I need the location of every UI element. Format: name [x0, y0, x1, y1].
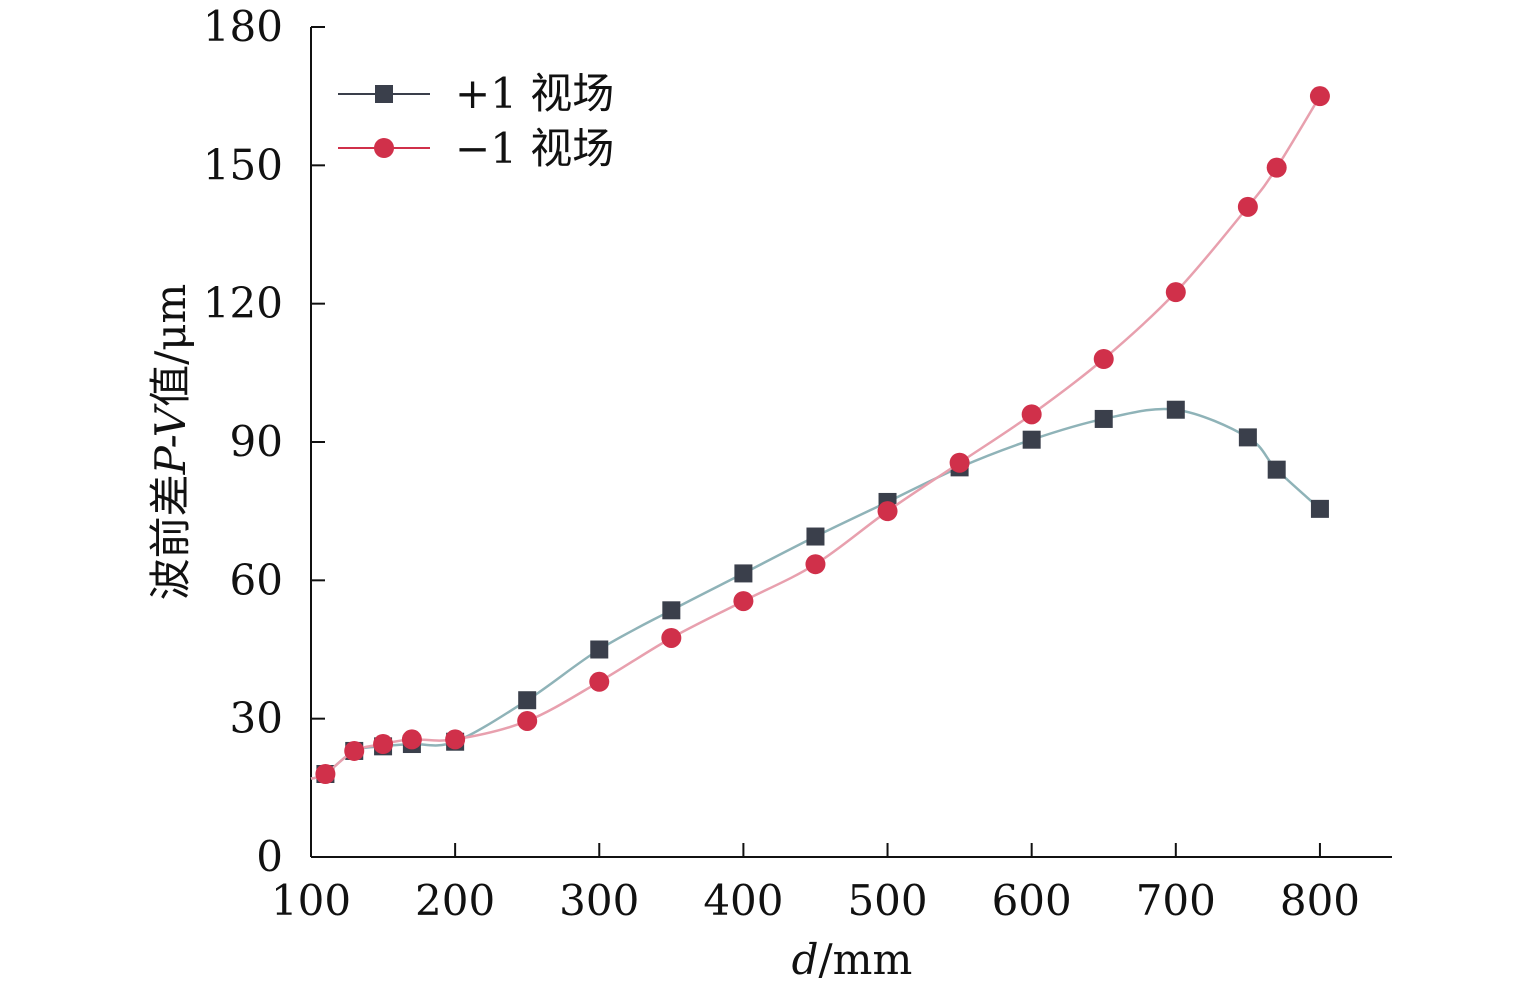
data-point-circle [589, 671, 610, 692]
y-tick-label: 60 [230, 555, 283, 604]
data-point-square [734, 564, 753, 583]
data-point-square [1166, 400, 1185, 419]
y-tick-label: 0 [256, 832, 283, 881]
y-tick-label: 180 [203, 2, 283, 51]
series-plus1 [310, 400, 1329, 783]
y-tick-label: 30 [230, 694, 283, 743]
data-point-circle [517, 710, 538, 731]
data-point-circle [1165, 282, 1186, 303]
legend: +1 视场 −1 视场 [338, 69, 614, 173]
series-line [310, 407, 1321, 780]
x-tick-label: 100 [271, 876, 351, 925]
y-axis-title-suffix: 值/μm [146, 284, 195, 407]
series-layer [310, 86, 1330, 784]
y-ticks: 0 30 60 90 120 150 180 [203, 2, 325, 881]
y-axis-title: 波前差P-V值/μm [146, 284, 195, 601]
legend-label-minus1: −1 视场 [455, 124, 614, 173]
data-point-circle [1237, 196, 1258, 217]
data-point-circle [315, 764, 336, 784]
series-minus1 [310, 86, 1330, 784]
legend-label-plus1: +1 视场 [455, 69, 614, 118]
x-ticks: 100 200 300 400 500 600 700 800 [271, 843, 1360, 925]
x-axis-title-var: d [792, 935, 819, 984]
x-axis-title: d/mm [792, 935, 913, 984]
data-point-circle [1021, 404, 1042, 425]
data-point-square [518, 691, 537, 710]
x-tick-label: 500 [847, 876, 927, 925]
data-point-circle [805, 554, 826, 575]
data-point-circle [661, 627, 682, 648]
data-point-circle [401, 729, 422, 750]
x-tick-label: 700 [1136, 876, 1216, 925]
data-point-square [1310, 499, 1329, 518]
y-axis-title-prefix: 波前差 [146, 474, 195, 600]
data-point-square [662, 601, 681, 620]
data-point-square [1022, 430, 1041, 449]
x-tick-label: 400 [703, 876, 783, 925]
data-point-square [1267, 460, 1286, 479]
data-point-circle [1266, 157, 1287, 178]
data-point-square [590, 640, 609, 659]
legend-marker-circle [374, 138, 394, 158]
x-tick-label: 300 [559, 876, 639, 925]
x-tick-label: 200 [415, 876, 495, 925]
legend-marker-square [375, 85, 393, 103]
data-point-circle [1309, 86, 1330, 107]
x-tick-label: 600 [992, 876, 1072, 925]
data-point-circle [1093, 349, 1114, 369]
data-point-circle [344, 740, 365, 761]
y-tick-label: 90 [230, 417, 283, 466]
data-point-circle [877, 501, 898, 522]
y-tick-label: 120 [203, 279, 283, 328]
x-tick-label: 800 [1280, 876, 1360, 925]
y-tick-label: 150 [203, 140, 283, 189]
series-line [310, 95, 1321, 780]
data-point-square [806, 527, 825, 546]
data-point-square [1238, 428, 1257, 447]
data-point-circle [949, 452, 970, 473]
x-axis-title-unit: /mm [819, 935, 913, 984]
data-point-circle [733, 591, 754, 612]
data-point-circle [373, 734, 394, 755]
y-axis-title-var: P-V [146, 403, 195, 475]
data-point-square [1094, 409, 1113, 428]
data-point-circle [445, 729, 466, 750]
